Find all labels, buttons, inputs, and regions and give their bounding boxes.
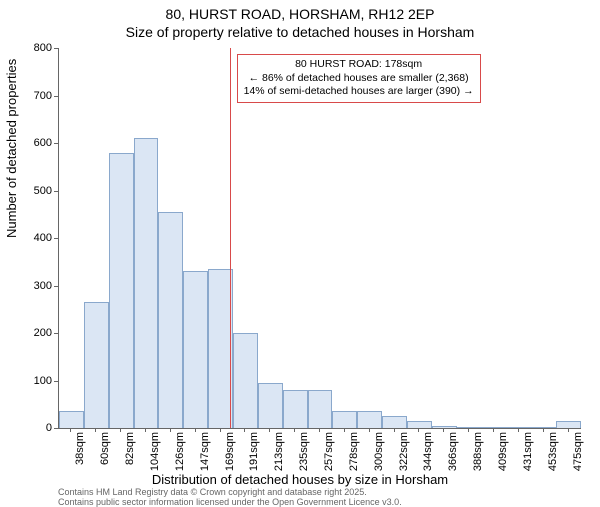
annotation-line: 14% of semi-detached houses are larger (…: [244, 85, 474, 99]
x-tick-label: 344sqm: [422, 432, 434, 471]
x-tick-label: 104sqm: [149, 432, 161, 471]
x-tick-mark: [369, 428, 370, 432]
y-tick-label: 0: [12, 422, 52, 434]
histogram-bar: [134, 138, 159, 428]
x-tick-label: 431sqm: [522, 432, 534, 471]
y-tick-mark: [54, 286, 58, 287]
y-tick-mark: [54, 48, 58, 49]
x-tick-mark: [294, 428, 295, 432]
x-tick-mark: [493, 428, 494, 432]
x-tick-mark: [70, 428, 71, 432]
x-tick-label: 169sqm: [224, 432, 236, 471]
annotation-line: 80 HURST ROAD: 178sqm: [244, 58, 474, 72]
footer-line-1: Contains HM Land Registry data © Crown c…: [58, 487, 367, 497]
x-tick-label: 126sqm: [174, 432, 186, 471]
x-tick-label: 388sqm: [472, 432, 484, 471]
x-tick-mark: [319, 428, 320, 432]
chart-subtitle: Size of property relative to detached ho…: [0, 24, 600, 40]
histogram-bar: [158, 212, 183, 428]
histogram-bar: [407, 421, 432, 428]
y-tick-label: 100: [12, 375, 52, 387]
histogram-bar: [233, 333, 258, 428]
histogram-bar: [183, 271, 208, 428]
x-tick-mark: [95, 428, 96, 432]
x-tick-mark: [344, 428, 345, 432]
x-tick-label: 475sqm: [572, 432, 584, 471]
histogram-bar: [506, 427, 531, 428]
y-tick-label: 500: [12, 185, 52, 197]
x-tick-mark: [568, 428, 569, 432]
x-tick-label: 60sqm: [99, 432, 111, 465]
y-tick-mark: [54, 381, 58, 382]
x-tick-mark: [443, 428, 444, 432]
y-tick-mark: [54, 143, 58, 144]
y-tick-label: 700: [12, 90, 52, 102]
y-tick-label: 400: [12, 232, 52, 244]
x-tick-mark: [394, 428, 395, 432]
y-tick-mark: [54, 428, 58, 429]
x-axis-label: Distribution of detached houses by size …: [0, 472, 600, 487]
x-tick-label: 257sqm: [323, 432, 335, 471]
y-tick-mark: [54, 191, 58, 192]
x-tick-mark: [244, 428, 245, 432]
x-tick-label: 213sqm: [273, 432, 285, 471]
y-tick-label: 300: [12, 280, 52, 292]
x-tick-label: 235sqm: [298, 432, 310, 471]
x-tick-label: 366sqm: [447, 432, 459, 471]
x-tick-label: 191sqm: [248, 432, 260, 471]
x-tick-label: 300sqm: [373, 432, 385, 471]
annotation-box: 80 HURST ROAD: 178sqm← 86% of detached h…: [237, 54, 481, 103]
x-tick-label: 38sqm: [74, 432, 86, 465]
chart-container: 80, HURST ROAD, HORSHAM, RH12 2EP Size o…: [0, 0, 600, 500]
plot-area: [58, 48, 581, 429]
x-tick-mark: [418, 428, 419, 432]
y-tick-label: 200: [12, 327, 52, 339]
y-tick-mark: [54, 96, 58, 97]
histogram-bar: [84, 302, 109, 428]
x-tick-mark: [543, 428, 544, 432]
histogram-bar: [332, 411, 357, 428]
x-tick-mark: [269, 428, 270, 432]
y-tick-label: 800: [12, 42, 52, 54]
histogram-bar: [258, 383, 283, 428]
x-tick-mark: [170, 428, 171, 432]
histogram-bar: [283, 390, 308, 428]
chart-title: 80, HURST ROAD, HORSHAM, RH12 2EP: [0, 6, 600, 22]
x-tick-mark: [220, 428, 221, 432]
x-tick-label: 409sqm: [497, 432, 509, 471]
x-tick-mark: [145, 428, 146, 432]
x-tick-mark: [468, 428, 469, 432]
x-tick-label: 147sqm: [199, 432, 211, 471]
histogram-bar: [109, 153, 134, 429]
x-tick-mark: [195, 428, 196, 432]
y-tick-label: 600: [12, 137, 52, 149]
x-tick-label: 322sqm: [398, 432, 410, 471]
annotation-line: ← 86% of detached houses are smaller (2,…: [244, 72, 474, 86]
y-tick-mark: [54, 333, 58, 334]
x-tick-mark: [120, 428, 121, 432]
x-tick-label: 82sqm: [124, 432, 136, 465]
histogram-bar: [556, 421, 581, 428]
histogram-bar: [531, 427, 556, 428]
x-tick-label: 453sqm: [547, 432, 559, 471]
x-tick-mark: [518, 428, 519, 432]
marker-line: [230, 48, 231, 428]
histogram-bar: [382, 416, 407, 428]
histogram-bar: [357, 411, 382, 428]
histogram-bar: [308, 390, 333, 428]
x-tick-label: 278sqm: [348, 432, 360, 471]
histogram-bar: [59, 411, 84, 428]
y-tick-mark: [54, 238, 58, 239]
footer-line-2: Contains public sector information licen…: [58, 497, 402, 507]
